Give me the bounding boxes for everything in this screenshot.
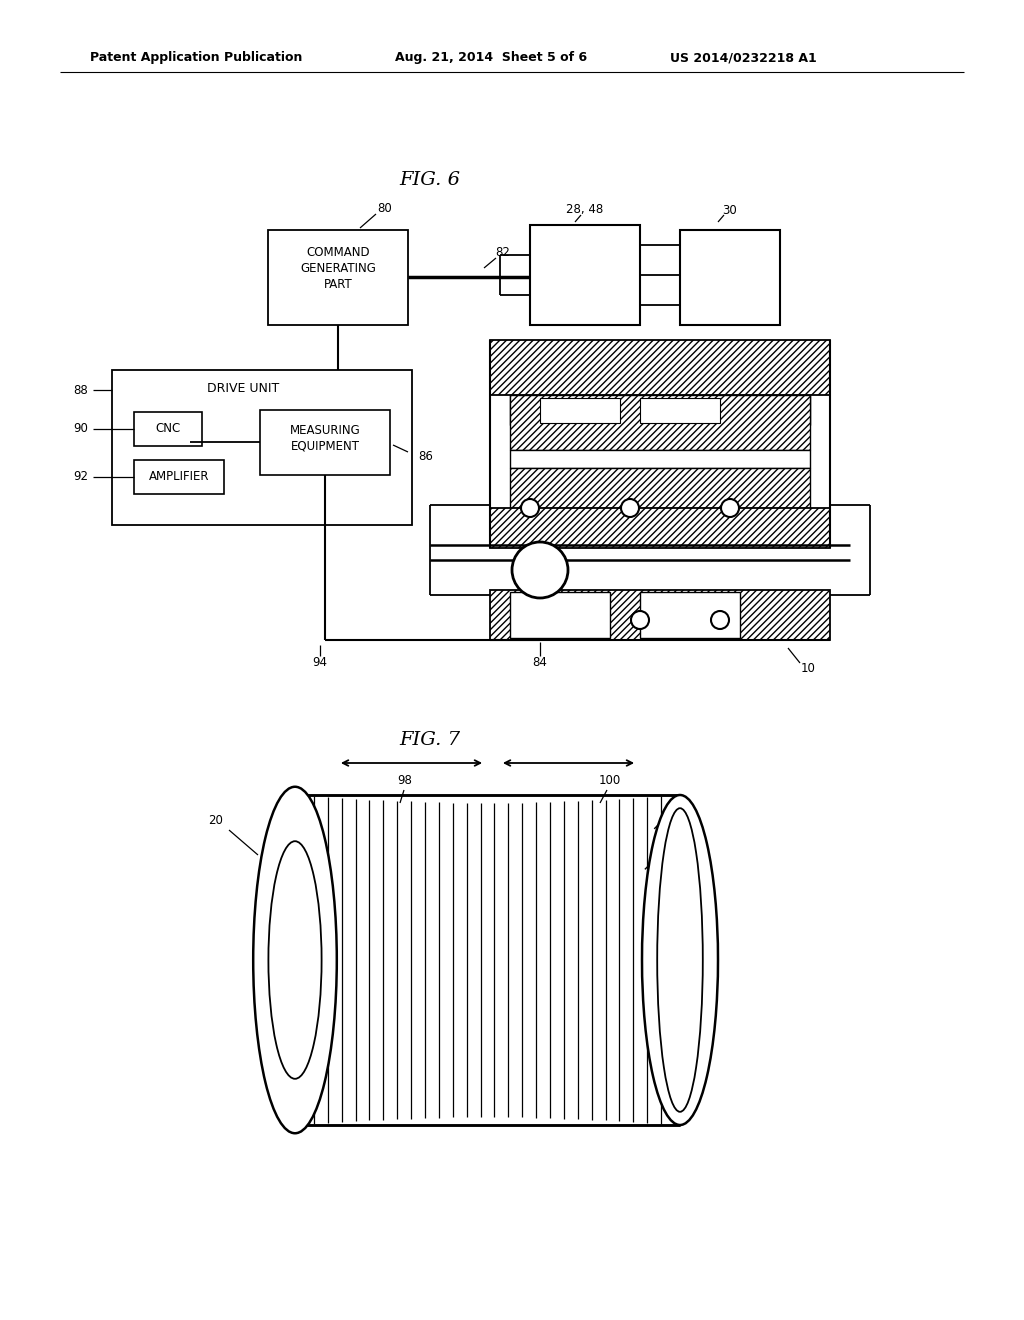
Ellipse shape (268, 841, 322, 1078)
Circle shape (512, 543, 568, 598)
Text: 90: 90 (73, 422, 88, 436)
Ellipse shape (657, 808, 702, 1111)
Circle shape (631, 611, 649, 630)
Bar (510, 395, 810, 450)
Text: 80: 80 (378, 202, 392, 214)
Text: EQUIPMENT: EQUIPMENT (291, 440, 359, 453)
Bar (540, 399, 620, 422)
Bar (640, 399, 720, 422)
Text: 10: 10 (801, 661, 815, 675)
Text: 88: 88 (74, 384, 88, 396)
Bar (490, 508, 830, 548)
Circle shape (621, 499, 639, 517)
Bar (134, 412, 202, 446)
Text: Aug. 21, 2014  Sheet 5 of 6: Aug. 21, 2014 Sheet 5 of 6 (395, 51, 587, 65)
Text: COMMAND: COMMAND (306, 246, 370, 259)
Ellipse shape (642, 795, 718, 1125)
Circle shape (521, 499, 539, 517)
Bar (510, 591, 610, 638)
Bar (680, 230, 780, 325)
Bar (268, 230, 408, 325)
Bar (510, 469, 810, 508)
Text: 82: 82 (496, 246, 510, 259)
Bar (260, 411, 390, 475)
Text: FIG. 6: FIG. 6 (399, 172, 461, 189)
Text: AMPLIFIER: AMPLIFIER (148, 470, 209, 483)
Text: US 2014/0232218 A1: US 2014/0232218 A1 (670, 51, 817, 65)
Text: 92: 92 (73, 470, 88, 483)
Bar (510, 395, 810, 425)
Text: 20: 20 (209, 813, 223, 826)
Bar (640, 591, 740, 638)
Text: Patent Application Publication: Patent Application Publication (90, 51, 302, 65)
Text: 84: 84 (532, 656, 548, 668)
Circle shape (711, 611, 729, 630)
Text: 96: 96 (688, 921, 703, 935)
Bar (112, 370, 412, 525)
Text: 30: 30 (723, 203, 737, 216)
Text: 86: 86 (418, 450, 433, 462)
Text: GENERATING: GENERATING (300, 261, 376, 275)
Text: PART: PART (324, 277, 352, 290)
Bar (134, 459, 224, 494)
Text: MEASURING: MEASURING (290, 424, 360, 437)
Circle shape (721, 499, 739, 517)
Text: DRIVE UNIT: DRIVE UNIT (207, 381, 280, 395)
Text: CNC: CNC (156, 422, 180, 436)
Text: 98: 98 (397, 774, 413, 787)
Text: 100: 100 (599, 774, 622, 787)
Bar (490, 341, 830, 395)
Bar (510, 450, 810, 469)
Bar (530, 224, 640, 325)
Text: FIG. 7: FIG. 7 (399, 731, 461, 748)
Text: 28, 48: 28, 48 (566, 203, 603, 216)
Bar (490, 590, 830, 640)
Ellipse shape (253, 787, 337, 1134)
Text: 94: 94 (312, 656, 328, 668)
